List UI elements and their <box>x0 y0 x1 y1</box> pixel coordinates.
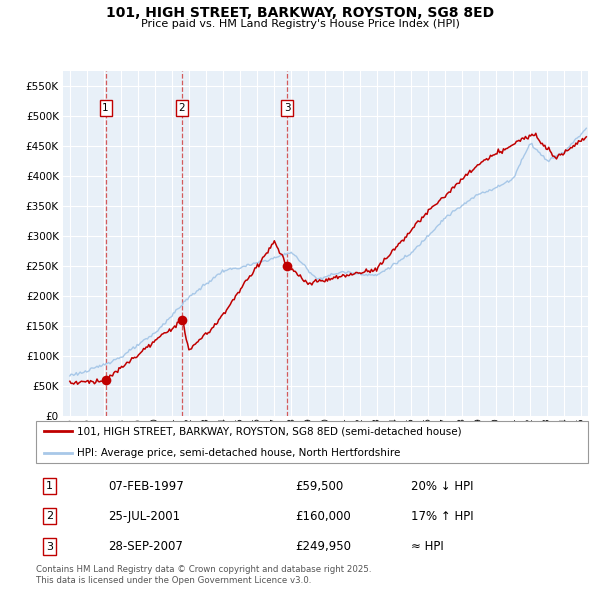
Text: 2: 2 <box>46 512 53 522</box>
Text: 07-FEB-1997: 07-FEB-1997 <box>108 480 184 493</box>
Text: 3: 3 <box>46 542 53 552</box>
Text: ≈ HPI: ≈ HPI <box>412 540 444 553</box>
Text: 1: 1 <box>103 103 109 113</box>
Text: Contains HM Land Registry data © Crown copyright and database right 2025.
This d: Contains HM Land Registry data © Crown c… <box>36 565 371 585</box>
Text: £160,000: £160,000 <box>295 510 351 523</box>
Text: Price paid vs. HM Land Registry's House Price Index (HPI): Price paid vs. HM Land Registry's House … <box>140 19 460 30</box>
Text: 2: 2 <box>179 103 185 113</box>
Text: 28-SEP-2007: 28-SEP-2007 <box>108 540 182 553</box>
Text: 101, HIGH STREET, BARKWAY, ROYSTON, SG8 8ED: 101, HIGH STREET, BARKWAY, ROYSTON, SG8 … <box>106 6 494 20</box>
Text: HPI: Average price, semi-detached house, North Hertfordshire: HPI: Average price, semi-detached house,… <box>77 448 401 457</box>
Text: 3: 3 <box>284 103 290 113</box>
Text: £249,950: £249,950 <box>295 540 352 553</box>
Text: 25-JUL-2001: 25-JUL-2001 <box>108 510 180 523</box>
Text: 20% ↓ HPI: 20% ↓ HPI <box>412 480 474 493</box>
Text: £59,500: £59,500 <box>295 480 344 493</box>
Text: 17% ↑ HPI: 17% ↑ HPI <box>412 510 474 523</box>
Text: 101, HIGH STREET, BARKWAY, ROYSTON, SG8 8ED (semi-detached house): 101, HIGH STREET, BARKWAY, ROYSTON, SG8 … <box>77 427 462 436</box>
Text: 1: 1 <box>46 481 53 491</box>
